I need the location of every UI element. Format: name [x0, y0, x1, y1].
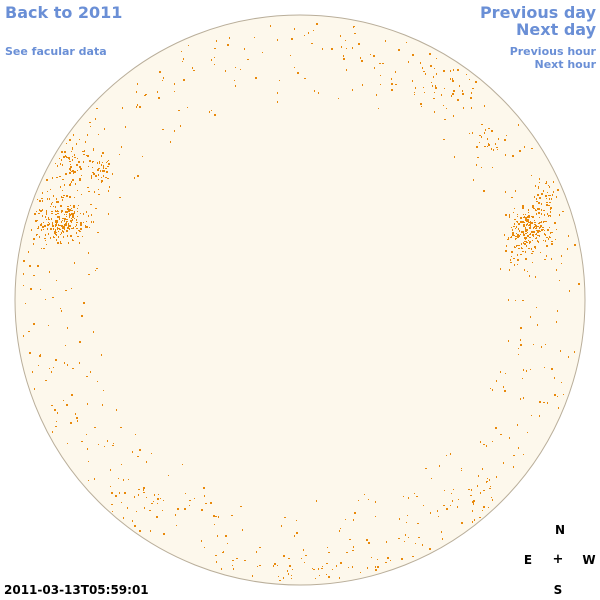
facular-regions — [23, 23, 580, 581]
compass-center-icon: + — [552, 552, 564, 567]
next-hour-link[interactable]: Next hour — [534, 58, 597, 71]
observation-timestamp: 2011-03-13T05:59:01 — [4, 583, 149, 597]
previous-hour-link[interactable]: Previous hour — [509, 45, 596, 58]
compass-north-label: N — [554, 523, 566, 537]
solar-disk — [14, 14, 586, 586]
next-day-link[interactable]: Next day — [516, 20, 596, 39]
see-facular-data-link[interactable]: See facular data — [5, 45, 107, 58]
compass-east-label: E — [523, 553, 533, 567]
back-to-year-link[interactable]: Back to 2011 — [5, 3, 123, 22]
compass-west-label: W — [582, 553, 596, 567]
previous-day-link[interactable]: Previous day — [479, 3, 596, 22]
compass-south-label: S — [553, 583, 563, 597]
